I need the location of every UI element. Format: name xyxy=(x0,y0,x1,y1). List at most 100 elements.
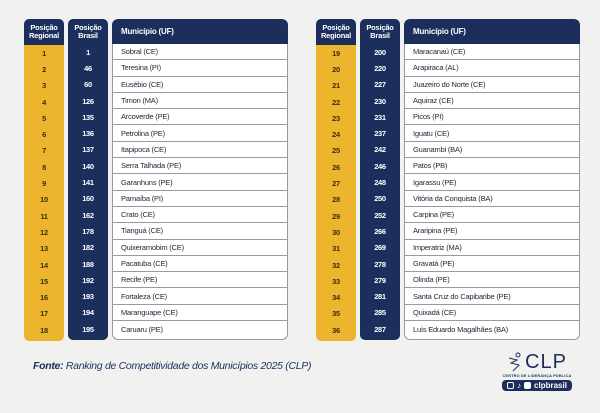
cell-municipio: Guanambi (BA) xyxy=(405,142,579,159)
cell-regional: 9 xyxy=(42,179,46,189)
cell-brasil: 135 xyxy=(82,112,94,122)
cell-brasil: 60 xyxy=(84,80,92,90)
cell-municipio: Luís Eduardo Magalhães (BA) xyxy=(413,324,509,334)
cell-regional: 36 xyxy=(332,325,340,335)
header-municipio: Município (UF) xyxy=(112,19,288,44)
cell-municipio: Gravatá (PE) xyxy=(405,256,579,273)
cell-brasil: 1 xyxy=(86,47,90,57)
cell-regional: 14 xyxy=(40,260,48,270)
cell-municipio: Garanhuns (PE) xyxy=(113,174,287,191)
cell-brasil: 220 xyxy=(374,63,386,73)
cell-regional: 23 xyxy=(332,113,340,123)
cell-regional: 26 xyxy=(332,162,340,172)
header-municipio: Município (UF) xyxy=(404,19,580,44)
cell-brasil: 188 xyxy=(82,259,94,269)
cell-regional: 1 xyxy=(42,48,46,58)
cell-municipio: Patos (PB) xyxy=(405,158,579,175)
column-body: 1 46 60 126 135 136 137 140 141 160 162 178 182 188 19… xyxy=(68,44,108,341)
cell-brasil: 178 xyxy=(82,226,94,236)
cell-regional: 11 xyxy=(40,211,48,221)
cell-brasil: 192 xyxy=(82,275,94,285)
cell-brasil: 281 xyxy=(374,292,386,302)
cell-brasil: 279 xyxy=(374,275,386,285)
cell-municipio: Imperatriz (MA) xyxy=(405,240,579,256)
cell-regional: 8 xyxy=(42,162,46,172)
column-body: Maracanaú (CE) Arapiraca (AL) Juazeiro do … xyxy=(404,44,580,341)
cell-regional: 6 xyxy=(42,130,46,140)
logo-name: CLP xyxy=(525,351,567,373)
cell-municipio: Arapiraca (AL) xyxy=(405,60,579,77)
cell-brasil: 182 xyxy=(82,243,94,253)
cell-regional: 12 xyxy=(40,227,48,237)
cell-regional: 10 xyxy=(40,195,48,205)
cell-municipio: Aquiraz (CE) xyxy=(405,93,579,110)
header-posicao-brasil: Posição Brasil xyxy=(68,19,108,44)
cell-regional: 22 xyxy=(332,97,340,107)
cell-regional: 2 xyxy=(42,64,46,74)
cell-municipio: Picos (PI) xyxy=(405,109,579,126)
logo-mark: CLP xyxy=(507,352,567,372)
cell-brasil: 162 xyxy=(82,210,94,220)
cell-regional: 3 xyxy=(42,81,46,91)
cell-regional: 30 xyxy=(332,227,340,237)
column-posicao-brasil: Posição Brasil 200 220 227 230 231 237 242 246 2… xyxy=(360,19,400,341)
cell-municipio: Itapipoca (CE) xyxy=(113,142,287,159)
cell-brasil: 269 xyxy=(374,243,386,253)
cell-municipio: Olinda (PE) xyxy=(405,272,579,289)
cell-regional: 5 xyxy=(42,113,46,123)
cell-municipio: Pacatuba (CE) xyxy=(113,256,287,273)
cell-brasil: 250 xyxy=(374,194,386,204)
cell-brasil: 246 xyxy=(374,161,386,171)
cell-municipio: Sobral (CE) xyxy=(113,44,287,61)
cell-brasil: 195 xyxy=(82,324,94,334)
cell-brasil: 194 xyxy=(82,308,94,318)
cell-regional: 13 xyxy=(40,244,48,254)
column-posicao-regional: Posição Regional 1 2 3 4 5 6 7 8 9 10 11 12 13 14 15 16… xyxy=(24,19,64,342)
social-handle-badge[interactable]: ♪ clpbrasil xyxy=(502,380,572,391)
cell-municipio: Santa Cruz do Capibaribe (PE) xyxy=(405,288,579,305)
cell-regional: 25 xyxy=(332,146,340,156)
cell-regional: 16 xyxy=(40,293,48,303)
cell-brasil: 285 xyxy=(374,308,386,318)
cell-municipio: Quixadá (CE) xyxy=(405,305,579,322)
cell-brasil: 126 xyxy=(82,96,94,106)
cell-brasil: 252 xyxy=(374,210,386,220)
cell-brasil: 193 xyxy=(82,292,94,302)
cell-municipio: Maranguape (CE) xyxy=(113,305,287,322)
cell-brasil: 266 xyxy=(374,226,386,236)
cell-regional: 4 xyxy=(42,97,46,107)
instagram-icon[interactable] xyxy=(507,382,515,389)
column-posicao-regional: Posição Regional 19 20 21 22 23 24 25 26 27 28 29 3… xyxy=(316,19,356,342)
cell-municipio: Serra Talhada (PE) xyxy=(113,158,287,175)
cell-municipio: Juazeiro do Norte (CE) xyxy=(405,77,579,93)
column-posicao-brasil: Posição Brasil 1 46 60 126 135 136 137 140 141 16… xyxy=(68,19,108,341)
cell-regional: 18 xyxy=(40,325,48,335)
cell-municipio: Igarassu (PE) xyxy=(405,174,579,191)
cell-regional: 34 xyxy=(332,293,340,303)
cell-municipio: Maracanaú (CE) xyxy=(405,44,579,61)
cell-regional: 28 xyxy=(332,195,340,205)
social-handle: clpbrasil xyxy=(534,381,567,390)
cell-brasil: 200 xyxy=(374,47,386,57)
cell-brasil: 160 xyxy=(82,194,94,204)
cell-regional: 32 xyxy=(332,260,340,270)
cell-regional: 27 xyxy=(332,179,340,189)
leader-figure-icon xyxy=(508,352,521,372)
cell-regional: 33 xyxy=(332,276,340,286)
cell-brasil: 140 xyxy=(82,161,94,171)
cell-regional: 24 xyxy=(332,130,340,140)
cell-municipio: Timon (MA) xyxy=(113,93,287,110)
tiktok-icon[interactable]: ♪ xyxy=(517,381,522,390)
column-body: 19 20 21 22 23 24 25 26 27 28 29 30 31 32 33 34 35 36 xyxy=(316,45,356,342)
cell-brasil: 278 xyxy=(374,259,386,269)
cell-municipio: Quixeramobim (CE) xyxy=(113,240,287,256)
header-posicao-brasil: Posição Brasil xyxy=(360,19,400,44)
youtube-icon[interactable] xyxy=(524,382,532,389)
cell-municipio: Crato (CE) xyxy=(113,207,287,224)
column-body: Sobral (CE) Teresina (PI) Eusébio (CE) Timo… xyxy=(112,44,288,341)
ranking-table-left: Posição Regional 1 2 3 4 5 6 7 8 9 10 11 12 13 14 15 16… xyxy=(24,19,288,342)
cell-municipio: Caruaru (PE) xyxy=(121,324,163,334)
cell-municipio: Carpina (PE) xyxy=(405,207,579,224)
cell-brasil: 248 xyxy=(374,178,386,188)
column-body: 1 2 3 4 5 6 7 8 9 10 11 12 13 14 15 16 17 18 xyxy=(24,45,64,342)
